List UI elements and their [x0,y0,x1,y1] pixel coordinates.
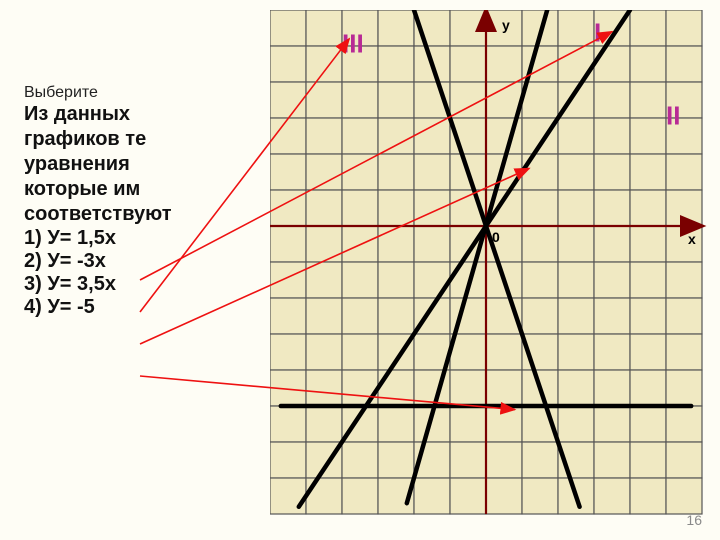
equation-2: 2) У= -3х [24,250,264,273]
question-text: Выберите Из данных графиков те уравнения… [24,84,264,319]
svg-text:III: III [342,28,364,58]
intro-line: Выберите [24,84,264,102]
svg-text:у: у [502,17,510,33]
equation-1: 1) У= 1,5х [24,227,264,250]
svg-text:I: I [594,18,601,48]
svg-text:II: II [666,100,680,130]
svg-text:х: х [688,231,696,247]
prompt-line: которые им [24,177,264,202]
prompt-line: Из данных [24,102,264,127]
prompt-line: соответствуют [24,202,264,227]
equation-3: 3) У= 3,5х [24,273,264,296]
prompt-line: уравнения [24,152,264,177]
page-number: 16 [686,512,702,528]
svg-text:0: 0 [492,229,500,245]
coordinate-chart: ух0IIIIII [270,10,710,520]
equation-4: 4) У= -5 [24,296,264,319]
prompt-line: графиков те [24,127,264,152]
